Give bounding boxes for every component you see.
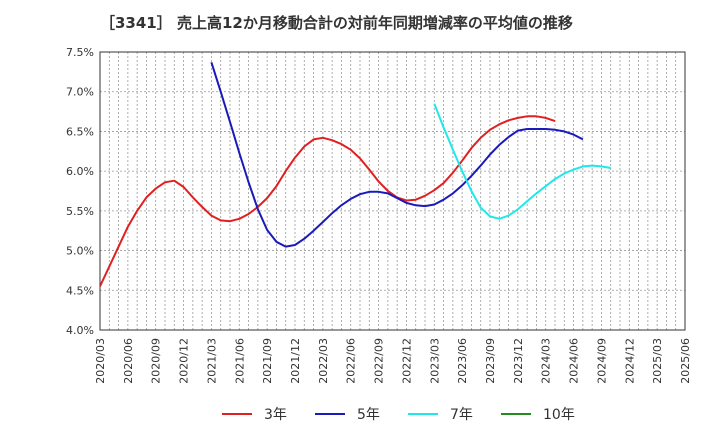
plot-border (99, 51, 686, 331)
plot-area (100, 52, 685, 330)
x-tick-label: 2022/03 (317, 338, 330, 384)
x-tick-label: 2021/03 (205, 338, 218, 384)
x-tick-label: 2024/09 (595, 338, 608, 384)
x-tick-label: 2023/12 (512, 338, 525, 384)
x-tick-label: 2024/03 (540, 338, 553, 384)
x-tick-label: 2021/12 (289, 338, 302, 384)
x-tick-label: 2023/03 (428, 338, 441, 384)
legend-label: 5年 (357, 407, 380, 423)
y-tick-label: 4.0% (66, 324, 94, 337)
y-tick-label: 5.0% (66, 245, 94, 258)
x-tick-label: 2025/03 (651, 338, 664, 384)
chart-title: ［3341］ 売上高12か月移動合計の対前年同期増減率の平均値の推移 (100, 14, 573, 32)
x-tick-label: 2023/09 (484, 338, 497, 384)
legend-label: 7年 (450, 407, 473, 423)
x-tick-label: 2021/09 (261, 338, 274, 384)
x-tick-label: 2020/12 (178, 338, 191, 384)
y-tick-label: 4.5% (66, 284, 94, 297)
legend-label: 3年 (264, 407, 287, 423)
x-tick-label: 2020/09 (150, 338, 163, 384)
x-tick-label: 2024/12 (623, 338, 636, 384)
x-tick-label: 2022/09 (373, 338, 386, 384)
y-tick-label: 6.0% (66, 165, 94, 178)
y-tick-label: 7.0% (66, 86, 94, 99)
y-tick-label: 7.5% (66, 46, 94, 59)
x-tick-label: 2022/06 (345, 338, 358, 384)
legend-label: 10年 (543, 407, 575, 423)
series-line-1 (210, 61, 584, 248)
x-tick-label: 2020/06 (122, 338, 135, 384)
y-tick-label: 5.5% (66, 205, 94, 218)
series-line-0 (99, 115, 556, 287)
x-tick-label: 2024/06 (568, 338, 581, 384)
x-tick-label: 2023/06 (456, 338, 469, 384)
x-tick-label: 2025/06 (679, 338, 692, 384)
y-tick-label: 6.5% (66, 125, 94, 138)
x-tick-label: 2020/03 (94, 338, 107, 384)
x-tick-label: 2021/06 (233, 338, 246, 384)
series-line-2 (433, 103, 611, 220)
x-tick-label: 2022/12 (400, 338, 413, 384)
